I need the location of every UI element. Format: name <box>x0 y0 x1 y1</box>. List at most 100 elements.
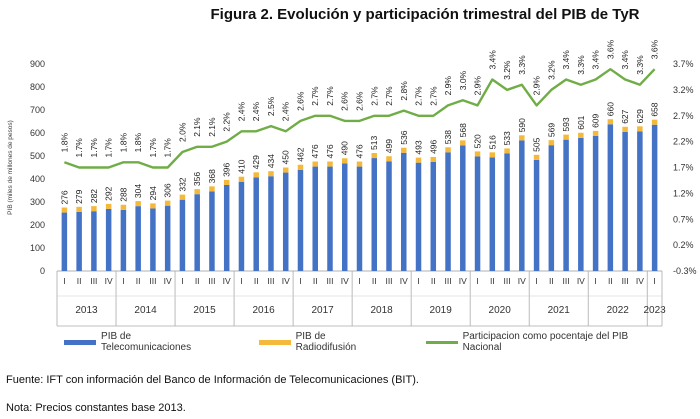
y-tick-label: 600 <box>30 128 45 138</box>
bar-telecom <box>356 166 363 271</box>
share-label: 3.3% <box>576 55 586 75</box>
share-label: 1.8% <box>133 133 143 153</box>
share-label: 2.1% <box>192 117 202 137</box>
year-label: 2021 <box>548 305 571 316</box>
quarter-label: III <box>622 276 629 286</box>
share-label: 3.6% <box>650 39 660 59</box>
bar-radio <box>194 189 200 195</box>
quarter-label: III <box>504 276 511 286</box>
year-label: 2016 <box>252 305 275 316</box>
share-label: 3.3% <box>635 55 645 75</box>
bar-radio <box>415 157 422 163</box>
bar-radio <box>282 167 289 173</box>
bar-telecom <box>209 191 215 271</box>
bar-telecom <box>194 194 200 271</box>
share-label: 2.7% <box>414 86 424 106</box>
y-tick-label: 100 <box>30 243 45 253</box>
bar-telecom <box>312 166 318 271</box>
quarter-label: IV <box>577 276 585 286</box>
share-label: 3.4% <box>487 50 497 70</box>
bar-telecom <box>533 159 540 271</box>
bar-total-label: 569 <box>546 123 556 137</box>
y-tick-label: 800 <box>30 82 45 92</box>
y2-tick-label: 2.2% <box>673 137 694 147</box>
bar-telecom <box>327 166 333 271</box>
bar-total-label: 368 <box>207 169 217 183</box>
bar-telecom <box>268 176 274 271</box>
bar-total-label: 629 <box>635 109 645 123</box>
bar-total-label: 282 <box>89 189 99 203</box>
share-label: 2.6% <box>295 91 305 111</box>
y2-tick-label: 1.2% <box>673 188 694 198</box>
bar-radio <box>430 156 437 162</box>
quarter-label: III <box>267 276 274 286</box>
bar-radio <box>445 147 451 153</box>
quarter-label: II <box>313 276 318 286</box>
bar-telecom <box>474 156 481 271</box>
share-label: 2.4% <box>251 101 261 121</box>
quarter-label: I <box>63 276 65 286</box>
share-label: 2.9% <box>443 76 453 96</box>
bar-telecom <box>253 177 259 271</box>
year-label: 2018 <box>371 305 394 316</box>
prices-note: Nota: Precios constantes base 2013. <box>6 402 186 414</box>
quarter-label: III <box>90 276 97 286</box>
share-label: 3.4% <box>620 50 630 70</box>
quarter-label: III <box>149 276 156 286</box>
bar-total-label: 516 <box>487 135 497 149</box>
bar-total-label: 476 <box>355 144 365 158</box>
share-label: 2.9% <box>532 76 542 96</box>
quarter-label: II <box>77 276 82 286</box>
bar-radio <box>164 200 171 206</box>
legend-swatch-telecom <box>64 339 97 345</box>
bar-radio <box>120 204 127 210</box>
share-label: 2.7% <box>384 86 394 106</box>
share-label: 2.7% <box>325 86 335 106</box>
share-label: 3.4% <box>561 50 571 70</box>
y2-tick-label: 0.7% <box>673 214 694 224</box>
share-label: 2.4% <box>236 101 246 121</box>
bar-radio <box>592 130 599 136</box>
bar-telecom <box>341 163 348 271</box>
share-label: 3.3% <box>517 55 527 75</box>
y-tick-label: 400 <box>30 174 45 184</box>
bar-radio <box>341 158 348 164</box>
bar-radio <box>637 126 643 132</box>
quarter-label: II <box>490 276 495 286</box>
bar-telecom <box>401 152 407 271</box>
bar-radio <box>489 152 496 158</box>
bar-total-label: 292 <box>104 186 114 200</box>
bar-telecom <box>607 124 614 271</box>
quarter-label: I <box>653 276 655 286</box>
bar-radio <box>61 207 68 213</box>
quarter-label: IV <box>518 276 526 286</box>
share-label: 3.4% <box>591 50 601 70</box>
bar-telecom <box>371 158 378 271</box>
y-tick-label: 900 <box>30 59 45 69</box>
share-line <box>63 68 656 169</box>
bar-radio <box>135 201 141 207</box>
year-label: 2022 <box>607 305 630 316</box>
share-label: 2.1% <box>207 117 217 137</box>
year-label: 2019 <box>430 305 453 316</box>
legend-swatch-radio <box>258 339 291 345</box>
bar-total-label: 533 <box>502 131 512 145</box>
bar-total-label: 288 <box>118 187 128 201</box>
share-label: 3.2% <box>546 60 556 80</box>
bar-total-label: 410 <box>236 159 246 173</box>
bar-total-label: 306 <box>163 183 173 197</box>
quarter-label: IV <box>341 276 349 286</box>
share-label: 2.9% <box>473 76 483 96</box>
bar-telecom <box>386 161 392 271</box>
year-label: 2020 <box>489 305 512 316</box>
quarter-label: I <box>417 276 419 286</box>
share-label: 2.5% <box>266 96 276 116</box>
bar-radio <box>91 206 97 212</box>
legend-label-share: Participacion como pocentaje del PIB Nac… <box>462 331 629 353</box>
quarter-label: I <box>476 276 478 286</box>
y2-tick-label: 0.2% <box>673 240 694 250</box>
bar-total-label: 462 <box>295 147 305 161</box>
bar-telecom <box>592 135 599 271</box>
y-tick-label: 300 <box>30 197 45 207</box>
bar-total-label: 279 <box>74 189 84 203</box>
